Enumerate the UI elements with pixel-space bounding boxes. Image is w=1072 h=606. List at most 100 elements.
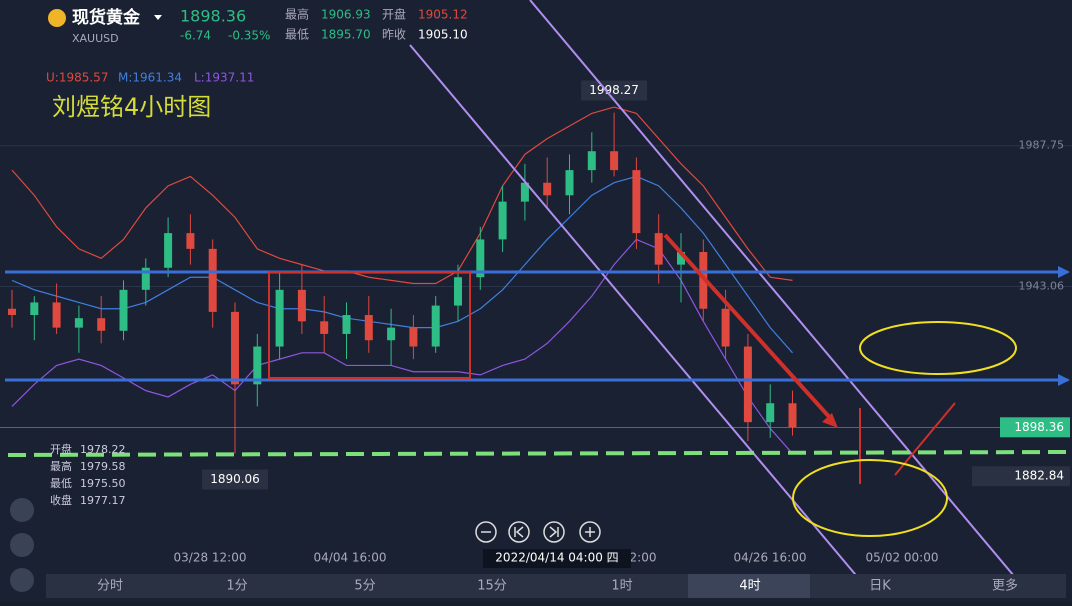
candle-body [297, 289, 306, 322]
band-lower-label: L:1937.11 [194, 71, 254, 85]
y-tick-label: 1943.06 [1019, 279, 1065, 292]
tab-bar [46, 574, 1066, 598]
price-tag-label: 1882.84 [1014, 469, 1064, 483]
candle-body [520, 182, 529, 202]
trend-arrow [663, 233, 834, 422]
plot: 1987.75 1943.06 1998.27 1890.06 1898.36 1882.… [0, 80, 1072, 490]
step-forward[interactable] [543, 521, 565, 543]
tool-button[interactable] [10, 533, 34, 557]
target-zone [859, 321, 1017, 375]
stat-value: 1905.10 [418, 28, 468, 42]
arrow-head [822, 413, 838, 428]
watermark-title: 刘煜铭4小时图 [52, 93, 211, 121]
candle-body [766, 403, 775, 423]
tabs: 分时 1分 5分 15分 1时 4时 日K 更多 [97, 578, 1018, 594]
extreme-label: 1998.27 [589, 83, 639, 97]
extreme-label: 1890.06 [210, 472, 260, 486]
candle-body [454, 277, 462, 306]
x-tick-label: 04/04 16:00 [314, 551, 387, 565]
tab[interactable]: 15分 [477, 579, 507, 594]
stat-value: 1905.12 [418, 8, 468, 22]
ohlc-box: 开盘 1978.22 最高 1979.58 最低 1975.50 收盘 1977.17 [50, 442, 126, 507]
candle-body [275, 289, 284, 347]
candle-body [721, 308, 730, 347]
candle-body [654, 233, 663, 265]
dropdown-icon [154, 15, 162, 20]
band-upper-label: U:1985.57 [46, 71, 108, 85]
tab[interactable]: 日K [869, 579, 891, 594]
x-tick-label: 04/26 16:00 [734, 551, 807, 565]
price-tag-label: 1898.36 [1014, 420, 1064, 434]
candle-body [431, 305, 440, 347]
y-tick-label: 1987.75 [1019, 139, 1065, 152]
ohlc-label: 收盘 [50, 493, 72, 507]
stats: 最高 1906.93 开盘 1905.12 最低 1895.70 昨收 1905.10 [285, 7, 468, 42]
band-upper [11, 106, 793, 285]
candle-body [52, 302, 61, 328]
candle-body [30, 302, 39, 316]
candle-body [74, 318, 83, 328]
candle-body [231, 311, 239, 385]
stat-value: 1895.70 [321, 28, 371, 42]
candle-body [320, 321, 329, 334]
tab[interactable]: 1分 [226, 579, 247, 594]
band-middle-label: M:1961.34 [118, 71, 182, 85]
tab[interactable]: 5分 [354, 579, 375, 594]
candle-body [409, 327, 418, 347]
range-box [268, 271, 471, 379]
side-tools [10, 498, 34, 592]
candle-body [253, 346, 262, 385]
crosshair-label: 2022/04/14 04:00 四 [495, 551, 618, 565]
symbol: XAUUSD [72, 32, 119, 45]
tab[interactable]: 1时 [611, 579, 632, 594]
stat-label: 开盘 [382, 7, 406, 22]
candle-body [387, 327, 396, 341]
step-back[interactable] [508, 521, 530, 543]
last-price: 1898.36 [180, 7, 246, 26]
price-tag [972, 466, 1070, 487]
tab[interactable]: 更多 [992, 578, 1018, 594]
tool-button[interactable] [10, 568, 34, 592]
candle-body [97, 318, 106, 331]
zoom-out[interactable] [475, 521, 497, 543]
stat-value: 1906.93 [321, 8, 371, 22]
ohlc-value: 1975.50 [80, 477, 126, 490]
price-change: -6.74 [180, 29, 211, 43]
tab[interactable]: 4时 [739, 579, 760, 594]
zoom-controls [475, 521, 601, 543]
candle-body [743, 346, 752, 423]
candle-body [364, 315, 373, 341]
ohlc-value: 1978.22 [80, 443, 126, 456]
instrument-name: 现货黄金 [72, 7, 141, 28]
candle-body [788, 403, 797, 428]
stat-label: 最高 [285, 7, 309, 22]
stat-label: 昨收 [382, 28, 406, 42]
tool-button[interactable] [10, 498, 34, 522]
band-middle [11, 175, 793, 354]
x-tick-label: 03/28 12:00 [174, 551, 247, 565]
target-zone [792, 459, 948, 537]
candle-body [8, 308, 16, 316]
ohlc-label: 最低 [50, 477, 72, 490]
candle-body [476, 239, 485, 278]
zoom-in[interactable] [579, 521, 601, 543]
candle-body [119, 289, 128, 331]
candle-body [141, 267, 150, 290]
ohlc-value: 1977.17 [80, 494, 126, 507]
x-tick-label: 05/02 00:00 [866, 551, 939, 565]
candle-body [565, 170, 574, 196]
price-change-pct: -0.35% [228, 29, 270, 43]
dashed-level [7, 450, 1069, 457]
channel-line [409, 44, 861, 581]
extreme-box [581, 80, 648, 101]
tab[interactable]: 分时 [97, 579, 123, 594]
candle-body [587, 151, 596, 171]
ohlc-value: 1979.58 [80, 460, 126, 473]
ohlc-label: 最高 [50, 459, 72, 473]
candle-body [186, 233, 195, 249]
ohlc-label: 开盘 [50, 442, 72, 456]
stat-label: 最低 [285, 28, 309, 42]
candle-body [164, 233, 173, 268]
